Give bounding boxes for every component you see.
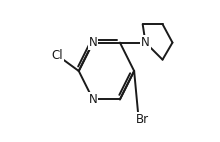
Text: Br: Br [136,113,149,126]
Text: N: N [89,36,97,49]
Text: N: N [89,93,97,106]
Text: Cl: Cl [52,49,63,62]
Text: N: N [141,36,150,49]
